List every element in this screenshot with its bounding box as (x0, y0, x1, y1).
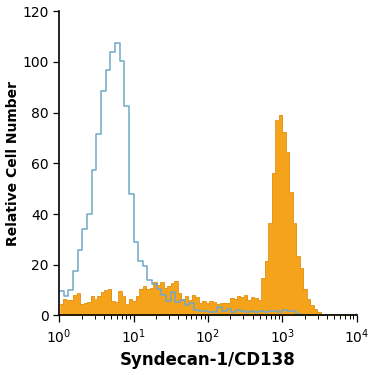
Y-axis label: Relative Cell Number: Relative Cell Number (6, 81, 20, 246)
X-axis label: Syndecan-1/CD138: Syndecan-1/CD138 (120, 351, 296, 369)
